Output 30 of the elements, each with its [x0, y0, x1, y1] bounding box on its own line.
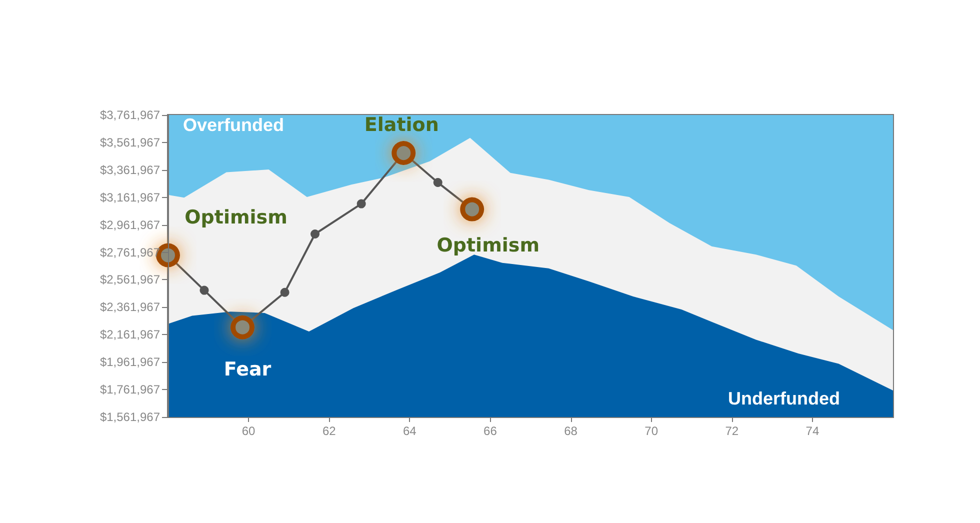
series-label: Underfunded [728, 388, 840, 408]
x-tick-label: 72 [725, 424, 739, 438]
point [433, 178, 442, 188]
y-tick-label: $1,961,967 [100, 355, 160, 370]
annotation: Fear [224, 358, 272, 380]
y-tick-label: $3,361,967 [100, 162, 160, 177]
point [310, 230, 320, 239]
x-tick-label: 74 [806, 424, 820, 438]
x-tick-label: 70 [644, 424, 658, 438]
y-tick-label: $3,561,967 [100, 135, 160, 150]
x-tick-label: 64 [402, 424, 417, 438]
annotation: Optimism [184, 206, 288, 228]
point [200, 286, 209, 295]
x-tick-label: 66 [484, 424, 498, 438]
x-tick-label: 60 [242, 424, 256, 438]
point [356, 199, 366, 208]
x-tick-label: 68 [564, 424, 578, 438]
y-tick-label: $2,561,967 [100, 272, 160, 287]
annotation: Elation [364, 114, 439, 136]
x-tick-label: 62 [322, 424, 336, 438]
y-tick-label: $3,161,967 [100, 190, 160, 204]
y-tick-label: $1,561,967 [100, 410, 160, 424]
annotation: Optimism [436, 234, 540, 256]
y-tick-label: $2,961,967 [100, 218, 160, 232]
y-tick-label: $2,361,967 [100, 300, 160, 314]
series-label: Overfunded [183, 115, 284, 135]
y-tick-label: $3,761,967 [100, 108, 160, 122]
y-tick-label: $1,761,967 [100, 382, 160, 397]
point [280, 288, 290, 297]
y-tick-label: $2,161,967 [100, 328, 160, 342]
